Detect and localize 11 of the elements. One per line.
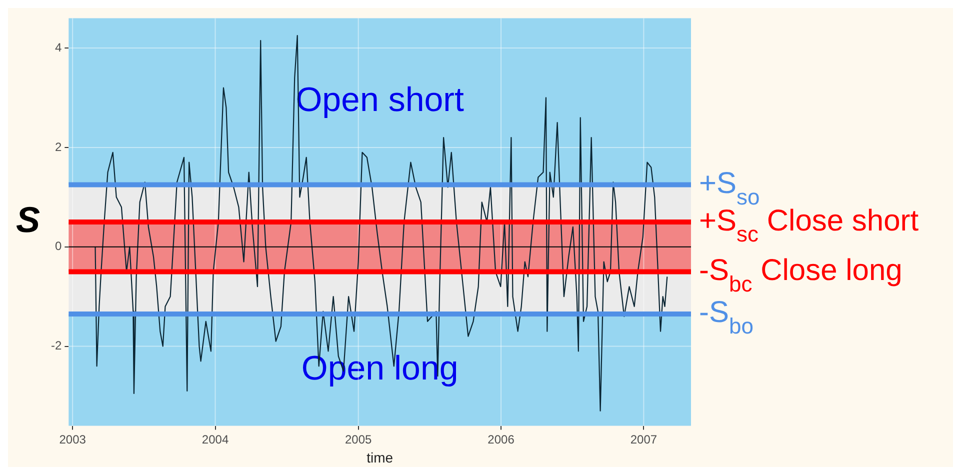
x-axis-title: time [366, 449, 394, 466]
y-tick-label: -2 [51, 338, 62, 353]
y-axis-title: S [16, 198, 40, 240]
y-tick-label: 0 [54, 239, 62, 254]
x-tick-label: 2003 [59, 432, 86, 446]
y-tick-label: 4 [54, 40, 62, 54]
x-tick-label: 2005 [344, 432, 372, 446]
y-tick-label: 2 [54, 140, 62, 154]
x-tick-label: 2007 [630, 432, 658, 446]
x-tick-label: 2004 [202, 432, 229, 446]
x-tick-label: 2006 [488, 432, 515, 446]
